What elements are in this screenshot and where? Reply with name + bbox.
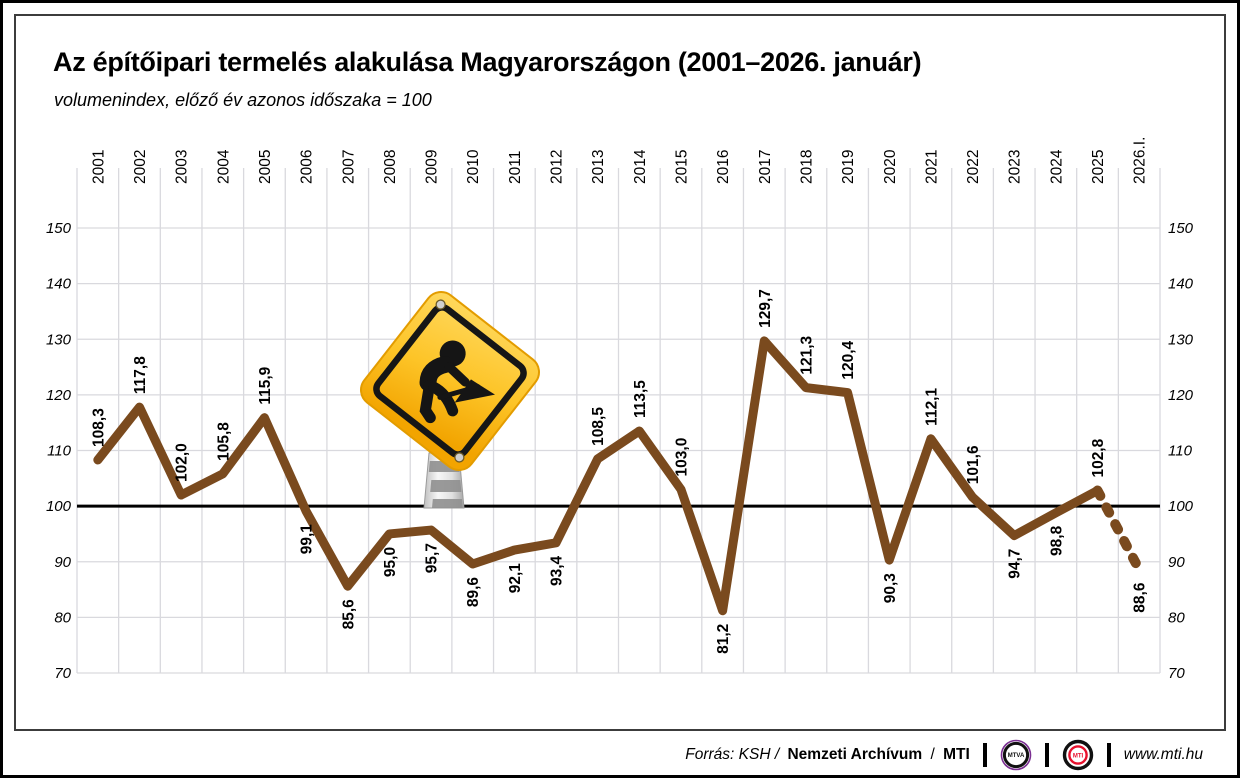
chart-canvas: 70 70 80 80 90 90 100 100 110 110 120 120 130 130 140 1… (46, 137, 1194, 682)
page-title: Az építőipari termelés alakulása Magyaro… (53, 47, 922, 77)
y-axis-label-left: 110 (47, 443, 72, 460)
y-axis-label-right: 130 (1168, 331, 1194, 348)
value-label: 89,6 (465, 577, 482, 608)
x-axis-year-label: 2024 (1048, 149, 1065, 184)
x-axis-year-label: 2011 (507, 151, 524, 184)
x-axis-year-label: 2001 (90, 150, 107, 184)
footer-divider (982, 743, 987, 767)
chart-data-layer: 108,3 117,8 102,0 105,8 115,9 99,1 85,6 95,0 95,… (90, 289, 1148, 654)
x-axis-year-label: 2014 (632, 149, 649, 184)
value-label: 95,7 (424, 543, 441, 573)
value-label: 99,1 (299, 524, 316, 555)
sign-screw-top (435, 299, 446, 310)
value-label: 88,6 (1132, 582, 1149, 613)
x-axis-year-label: 2025 (1090, 150, 1107, 184)
x-axis-year-label: 2023 (1007, 150, 1024, 184)
value-label: 117,8 (132, 356, 149, 394)
x-axis-year-label: 2004 (215, 149, 232, 184)
digging-worker-icon (419, 340, 495, 424)
page-subtitle: volumenindex, előző év azonos időszaka =… (54, 90, 432, 110)
footer: Forrás: KSH / Nemzeti Archívum / MTI MTV… (681, 736, 1203, 774)
y-axis-label-left: 70 (54, 665, 71, 682)
y-axis-label-right: 110 (1168, 443, 1193, 460)
y-axis-label-right: 80 (1168, 609, 1185, 626)
data-line (93, 336, 1103, 616)
value-label: 121,3 (798, 335, 815, 374)
x-axis-year-label: 2005 (257, 150, 274, 184)
y-axis-label-right: 150 (1168, 220, 1194, 237)
value-label: 93,4 (549, 555, 566, 586)
website-url: www.mti.hu (1123, 746, 1203, 763)
y-axis-label-left: 140 (46, 276, 72, 293)
x-axis-year-label: 2003 (174, 150, 191, 184)
value-label: 90,3 (882, 573, 899, 604)
x-axis-year-label: 2016 (715, 150, 732, 184)
mtva-logo: MTVA (1000, 739, 1032, 771)
y-axis-label-left: 90 (54, 554, 71, 571)
sign-diamond (360, 291, 540, 471)
x-axis-year-label: 2009 (424, 150, 441, 184)
source-credit: Forrás: KSH / Nemzeti Archívum / MTI (681, 746, 969, 764)
source-prefix: Forrás: KSH / (685, 746, 780, 763)
y-axis-label-right: 70 (1168, 665, 1185, 682)
value-label: 98,8 (1048, 525, 1065, 556)
x-axis-year-label: 2006 (299, 150, 316, 184)
x-axis-year-label: 2008 (382, 150, 399, 184)
x-axis-year-label: 2010 (465, 149, 482, 184)
svg-text:MTI: MTI (1073, 753, 1084, 759)
value-label: 102,8 (1090, 438, 1107, 477)
y-axis-label-right: 100 (1168, 498, 1194, 515)
value-label: 108,5 (590, 407, 607, 446)
y-axis-label-left: 130 (46, 331, 72, 348)
value-label: 103,0 (673, 438, 690, 477)
value-label: 129,7 (757, 289, 774, 328)
value-label: 113,5 (632, 380, 649, 418)
x-axis-year-label: 2012 (549, 150, 566, 184)
source-archive: Nemzeti Archívum (787, 746, 923, 763)
value-label: 85,6 (340, 599, 357, 630)
value-label: 115,9 (257, 366, 274, 404)
value-label: 112,1 (923, 388, 940, 426)
value-label: 102,0 (174, 443, 191, 482)
data-line-dashed-forecast (1092, 485, 1145, 575)
x-axis-year-label: 2019 (840, 150, 857, 184)
value-label: 94,7 (1007, 549, 1024, 579)
mti-logo: MTI (1062, 739, 1093, 771)
y-axis-label-left: 100 (46, 498, 72, 515)
y-axis-label-left: 150 (46, 220, 72, 237)
y-axis-label-right: 90 (1168, 554, 1185, 571)
x-axis-year-label: 2021 (923, 150, 940, 184)
footer-divider (1044, 743, 1049, 767)
value-label: 81,2 (715, 624, 732, 654)
value-label: 120,4 (840, 340, 857, 379)
source-separator: / (930, 746, 935, 763)
value-label: 105,8 (215, 422, 232, 461)
y-axis-label-left: 80 (54, 609, 71, 626)
x-axis-year-label: 2015 (673, 150, 690, 184)
value-label: 101,6 (965, 445, 982, 484)
svg-text:MTVA: MTVA (1007, 753, 1024, 759)
x-axis-year-label: 2026.I. (1132, 137, 1149, 184)
x-axis-year-label: 2018 (798, 150, 815, 184)
x-axis-year-label: 2002 (132, 150, 149, 184)
y-axis-label-right: 140 (1168, 276, 1194, 293)
footer-divider (1106, 743, 1111, 767)
x-axis-year-label: 2017 (757, 150, 774, 184)
roadworks-sign (360, 291, 540, 509)
x-axis-year-label: 2007 (340, 150, 357, 184)
source-mti: MTI (943, 746, 970, 763)
y-axis-label-right: 120 (1168, 387, 1194, 404)
sign-screw-bottom (454, 452, 465, 463)
x-axis-year-label: 2022 (965, 150, 982, 184)
y-axis-label-left: 120 (46, 387, 72, 404)
value-label: 92,1 (507, 563, 524, 594)
x-axis-year-label: 2020 (882, 149, 899, 184)
value-label: 95,0 (382, 547, 399, 577)
value-label: 108,3 (90, 408, 107, 447)
x-axis-year-label: 2013 (590, 150, 607, 184)
chart-generated-layer: 70 70 80 80 90 90 100 100 110 110 120 120 130 130 140 1… (46, 137, 1194, 682)
chart-frame (14, 14, 1226, 731)
